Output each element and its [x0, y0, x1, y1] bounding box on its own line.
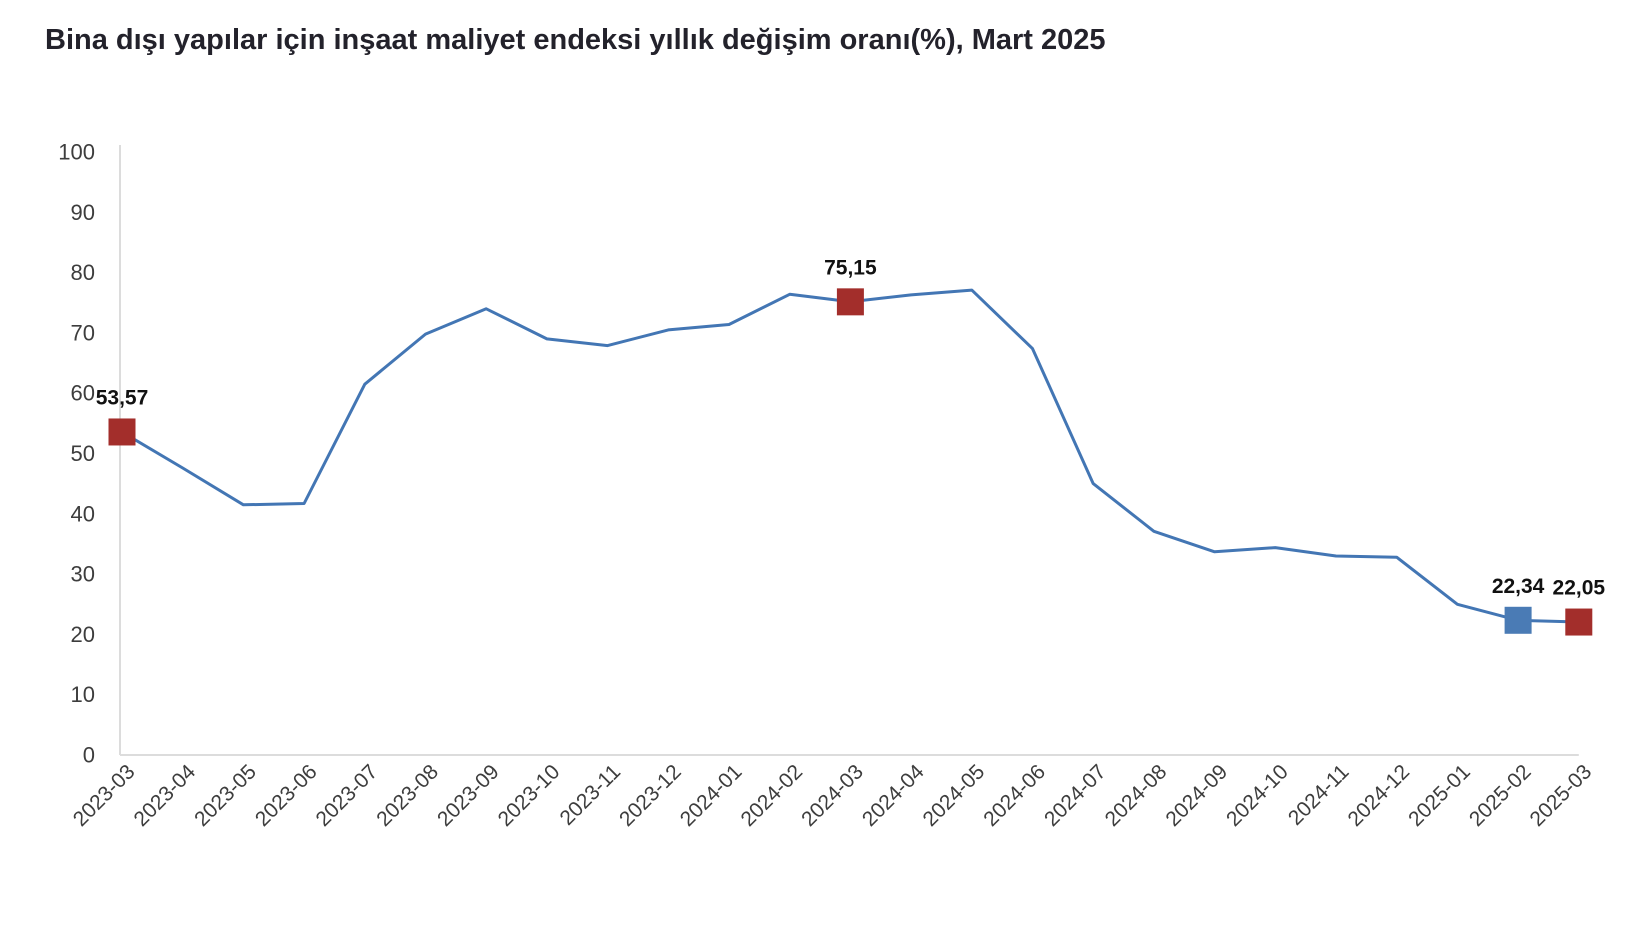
x-tick-label: 2024-07 [1040, 760, 1111, 831]
x-tick-label: 2023-10 [494, 760, 565, 831]
x-tick-label: 2024-01 [676, 760, 747, 831]
y-tick-label: 60 [71, 381, 95, 406]
x-tick-label: 2024-05 [919, 760, 990, 831]
x-tick-label: 2024-06 [979, 760, 1050, 831]
x-tick-label: 2024-02 [736, 760, 807, 831]
x-tick-label: 2023-11 [555, 760, 625, 830]
data-point-label: 53,57 [96, 386, 149, 409]
y-tick-label: 30 [71, 562, 95, 587]
data-point-label: 22,05 [1553, 577, 1606, 600]
x-tick-label: 2023-12 [615, 760, 686, 831]
x-tick-label: 2024-09 [1161, 760, 1232, 831]
y-tick-label: 40 [71, 501, 95, 526]
x-tick-label: 2024-10 [1222, 760, 1293, 831]
x-tick-label: 2023-06 [251, 760, 322, 831]
data-point-marker [1565, 608, 1593, 636]
data-point-marker [836, 288, 864, 316]
chart-title: Bina dışı yapılar için inşaat maliyet en… [45, 24, 1106, 56]
data-point-marker [1504, 606, 1532, 634]
x-tick-label: 2023-08 [372, 760, 443, 831]
y-tick-label: 70 [71, 320, 95, 345]
x-tick-label: 2023-09 [433, 760, 504, 831]
x-tick-label: 2025-02 [1465, 760, 1536, 831]
x-tick-label: 2023-04 [129, 760, 200, 831]
x-tick-label: 2023-07 [312, 760, 383, 831]
y-tick-label: 100 [58, 140, 95, 165]
y-tick-label: 90 [71, 200, 95, 225]
x-tick-label: 2024-04 [858, 760, 929, 831]
y-tick-label: 20 [71, 622, 95, 647]
y-tick-label: 0 [83, 743, 95, 768]
data-point-label: 75,15 [824, 256, 877, 279]
y-tick-label: 10 [71, 682, 95, 707]
x-tick-label: 2025-03 [1526, 760, 1597, 831]
x-tick-label: 2024-08 [1101, 760, 1172, 831]
x-tick-label: 2024-12 [1343, 760, 1414, 831]
x-tick-label: 2023-03 [69, 760, 140, 831]
data-line [120, 288, 1581, 624]
x-tick-label: 2024-11 [1284, 760, 1354, 830]
data-point-label: 22,34 [1492, 575, 1545, 598]
x-tick-label: 2024-03 [797, 760, 868, 831]
x-tick-label: 2023-05 [190, 760, 261, 831]
data-point-marker [108, 418, 136, 446]
y-tick-label: 80 [71, 260, 95, 285]
x-tick-label: 2025-01 [1404, 760, 1475, 831]
y-tick-label: 50 [71, 441, 95, 466]
